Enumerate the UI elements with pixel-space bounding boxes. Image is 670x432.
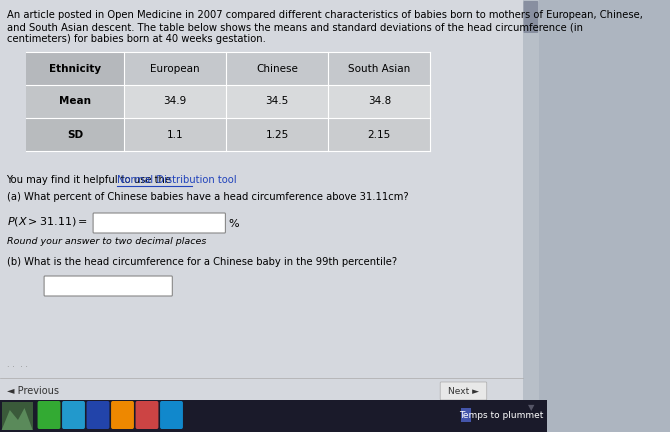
FancyBboxPatch shape	[124, 85, 226, 118]
Text: 34.9: 34.9	[163, 96, 187, 107]
FancyBboxPatch shape	[226, 118, 328, 151]
FancyBboxPatch shape	[440, 382, 486, 400]
Text: $P(X > 31.11) =$: $P(X > 31.11) =$	[7, 215, 87, 228]
FancyBboxPatch shape	[44, 276, 172, 296]
FancyBboxPatch shape	[135, 401, 158, 429]
Text: 34.5: 34.5	[265, 96, 289, 107]
Text: Normal Distribution tool: Normal Distribution tool	[117, 175, 237, 185]
FancyBboxPatch shape	[38, 401, 60, 429]
Polygon shape	[1, 408, 33, 430]
Text: 2.15: 2.15	[368, 130, 391, 140]
Text: South Asian: South Asian	[348, 64, 411, 73]
Text: . .  . .: . . . .	[7, 360, 27, 369]
Text: %: %	[228, 219, 239, 229]
Text: ◄ Previous: ◄ Previous	[7, 386, 58, 396]
FancyBboxPatch shape	[26, 118, 124, 151]
Text: 1.25: 1.25	[265, 130, 289, 140]
FancyBboxPatch shape	[0, 400, 547, 432]
FancyBboxPatch shape	[160, 401, 183, 429]
Text: An article posted in Open Medicine in 2007 compared different characteristics of: An article posted in Open Medicine in 20…	[7, 10, 643, 20]
Text: centimeters) for babies born at 40 weeks gestation.: centimeters) for babies born at 40 weeks…	[7, 34, 265, 44]
FancyBboxPatch shape	[226, 52, 328, 85]
Text: Temps to plummet: Temps to plummet	[459, 412, 543, 420]
Text: Round your answer to two decimal places: Round your answer to two decimal places	[7, 237, 206, 246]
Text: You may find it helpful to use the: You may find it helpful to use the	[7, 175, 175, 185]
FancyBboxPatch shape	[62, 401, 85, 429]
Text: and South Asian descent. The table below shows the means and standard deviations: and South Asian descent. The table below…	[7, 22, 582, 32]
FancyBboxPatch shape	[124, 118, 226, 151]
Text: ▼: ▼	[527, 403, 534, 413]
Text: Ethnicity: Ethnicity	[49, 64, 101, 73]
Text: 1.1: 1.1	[167, 130, 184, 140]
Text: Next ►: Next ►	[448, 387, 479, 396]
Text: Mean: Mean	[59, 96, 91, 107]
FancyBboxPatch shape	[86, 401, 109, 429]
Text: (b) What is the head circumference for a Chinese baby in the 99th percentile?: (b) What is the head circumference for a…	[7, 257, 397, 267]
FancyBboxPatch shape	[462, 408, 471, 422]
FancyBboxPatch shape	[93, 213, 225, 233]
FancyBboxPatch shape	[226, 85, 328, 118]
FancyBboxPatch shape	[26, 52, 124, 85]
FancyBboxPatch shape	[328, 52, 430, 85]
Text: (a) What percent of Chinese babies have a head circumference above 31.11cm?: (a) What percent of Chinese babies have …	[7, 192, 408, 202]
FancyBboxPatch shape	[0, 0, 523, 415]
FancyBboxPatch shape	[328, 118, 430, 151]
FancyBboxPatch shape	[523, 0, 539, 415]
FancyBboxPatch shape	[328, 85, 430, 118]
Text: 34.8: 34.8	[368, 96, 391, 107]
FancyBboxPatch shape	[1, 402, 33, 430]
Text: European: European	[150, 64, 200, 73]
FancyBboxPatch shape	[124, 52, 226, 85]
Text: Chinese: Chinese	[257, 64, 298, 73]
Text: SD: SD	[67, 130, 83, 140]
FancyBboxPatch shape	[111, 401, 134, 429]
FancyBboxPatch shape	[523, 1, 538, 33]
FancyBboxPatch shape	[26, 85, 124, 118]
